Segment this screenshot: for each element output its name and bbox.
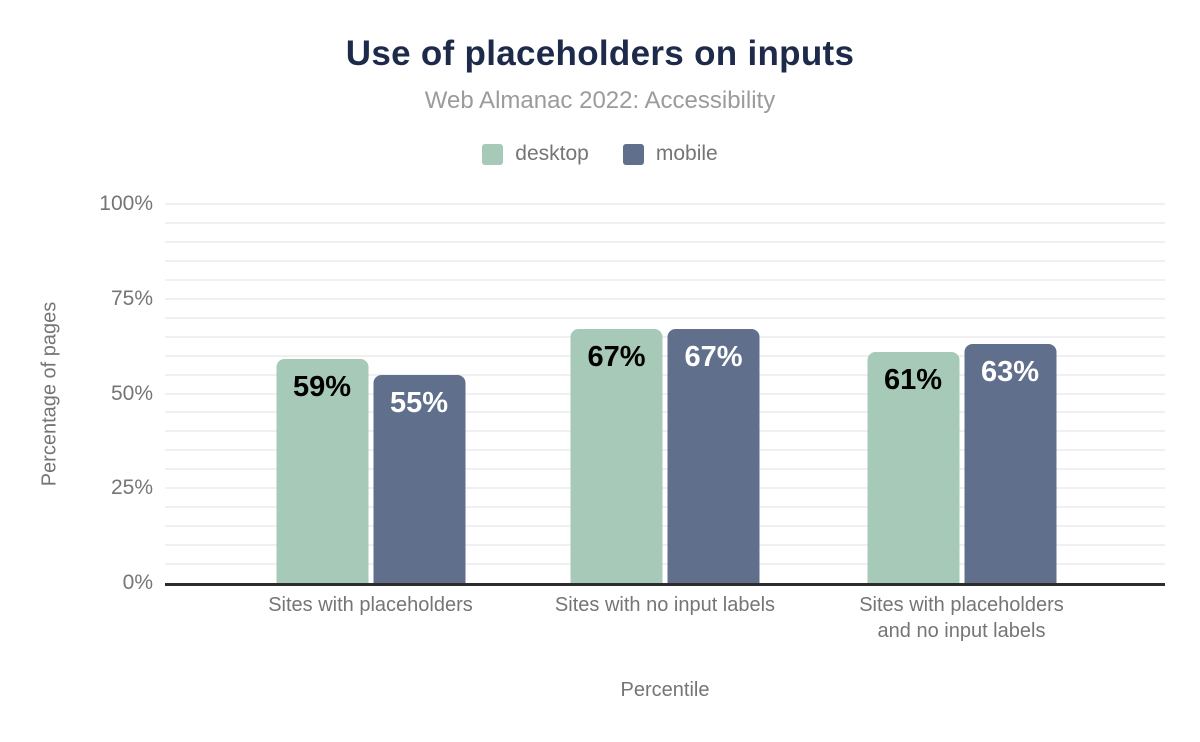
gridline-75 (165, 297, 1165, 300)
legend-label-mobile: mobile (655, 142, 718, 165)
bar-group-3: 61% 63% (867, 344, 1056, 583)
gridline-30 (165, 468, 1165, 471)
bar-mobile-1: 55% (373, 374, 465, 583)
chart-title: Use of placeholders on inputs (345, 34, 855, 73)
gridline-100 (165, 203, 1165, 205)
legend-item-mobile: mobile (622, 142, 718, 166)
legend-swatch-desktop (482, 143, 504, 165)
gridline-20 (165, 506, 1165, 509)
gridline-50 (165, 392, 1165, 395)
gridline-35 (165, 449, 1165, 452)
legend-label-desktop: desktop (515, 142, 589, 165)
x-axis-line (165, 583, 1165, 586)
bar-mobile-2: 67% (667, 329, 760, 583)
bar-value-label-desktop-1: 59% (292, 371, 352, 404)
gridline-45 (165, 411, 1165, 414)
gridline-90 (165, 240, 1165, 243)
bar-value-label-mobile-1: 55% (389, 386, 449, 419)
bar-value-label-mobile-2: 67% (684, 341, 743, 374)
bar-mobile-3: 63% (964, 344, 1056, 583)
x-category-label-1: Sites with placeholders (268, 594, 473, 616)
bar-group-1: 59% 55% (276, 359, 465, 583)
x-axis-title: Percentile (620, 679, 710, 701)
y-tick-label-0: 0% (122, 571, 153, 594)
y-tick-label-75: 75% (110, 286, 153, 310)
legend-item-desktop: desktop (482, 142, 589, 166)
gridline-40 (165, 430, 1165, 433)
x-category-label-2: Sites with no input labels (554, 594, 776, 616)
bar-desktop-1: 59% (276, 359, 368, 583)
gridline-85 (165, 259, 1165, 262)
gridline-15 (165, 525, 1165, 528)
gridline-5 (165, 563, 1165, 566)
gridline-60 (165, 354, 1165, 357)
legend-swatch-mobile (622, 143, 644, 165)
plot-area: 59% 55% 67% 67% 61% 63% (165, 203, 1165, 586)
gridline-25 (165, 487, 1165, 490)
bar-value-label-desktop-3: 61% (883, 363, 943, 396)
gridline-55 (165, 373, 1165, 376)
chart-legend: desktop mobile (0, 142, 1200, 166)
gridline-95 (165, 221, 1165, 224)
y-tick-label-100: 100% (99, 192, 153, 215)
gridline-10 (165, 544, 1165, 547)
bar-desktop-3: 61% (867, 351, 959, 583)
bar-value-label-desktop-2: 67% (587, 341, 646, 374)
y-tick-label-25: 25% (110, 476, 153, 500)
bar-desktop-2: 67% (570, 329, 663, 583)
gridline-70 (165, 316, 1165, 319)
bar-group-2: 67% 67% (570, 329, 760, 583)
chart-subtitle: Web Almanac 2022: Accessibility (424, 87, 776, 114)
x-category-label-3: Sites with placeholders and no input labe… (859, 594, 1064, 642)
bar-value-label-mobile-3: 63% (980, 356, 1040, 389)
gridline-80 (165, 278, 1165, 281)
gridline-65 (165, 335, 1165, 338)
y-tick-label-50: 50% (110, 381, 153, 405)
